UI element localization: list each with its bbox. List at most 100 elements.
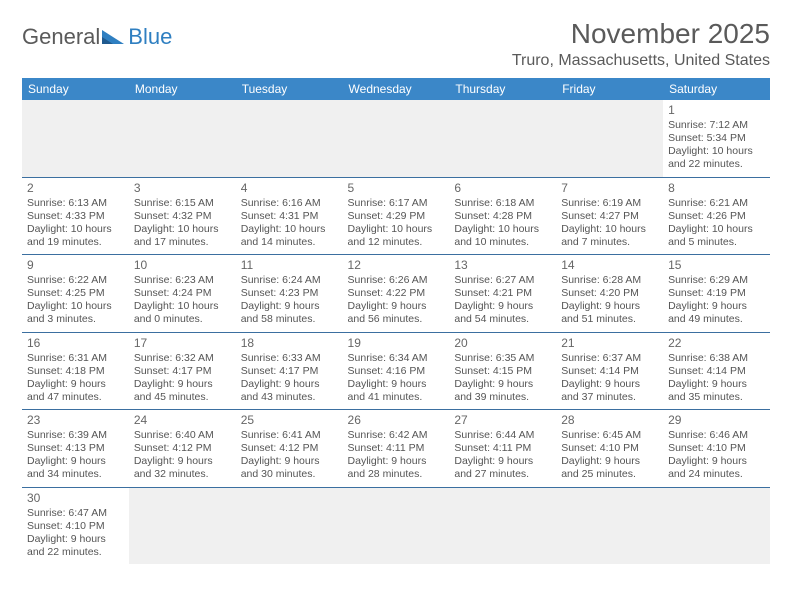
calendar-cell: 7Sunrise: 6:19 AMSunset: 4:27 PMDaylight… bbox=[556, 177, 663, 255]
calendar-cell: 22Sunrise: 6:38 AMSunset: 4:14 PMDayligh… bbox=[663, 332, 770, 410]
sunset-text: Sunset: 4:10 PM bbox=[668, 442, 765, 455]
sunset-text: Sunset: 4:25 PM bbox=[27, 287, 124, 300]
page-title: November 2025 bbox=[512, 18, 770, 50]
col-thursday: Thursday bbox=[449, 78, 556, 100]
day-number: 7 bbox=[561, 181, 658, 196]
calendar-cell bbox=[556, 100, 663, 177]
daylight-text: Daylight: 9 hours and 43 minutes. bbox=[241, 378, 338, 404]
sunset-text: Sunset: 4:21 PM bbox=[454, 287, 551, 300]
day-number: 3 bbox=[134, 181, 231, 196]
sunrise-text: Sunrise: 6:39 AM bbox=[27, 429, 124, 442]
daylight-text: Daylight: 9 hours and 49 minutes. bbox=[668, 300, 765, 326]
sunrise-text: Sunrise: 6:34 AM bbox=[348, 352, 445, 365]
calendar-cell: 17Sunrise: 6:32 AMSunset: 4:17 PMDayligh… bbox=[129, 332, 236, 410]
daylight-text: Daylight: 9 hours and 39 minutes. bbox=[454, 378, 551, 404]
sunrise-text: Sunrise: 6:16 AM bbox=[241, 197, 338, 210]
sunset-text: Sunset: 4:19 PM bbox=[668, 287, 765, 300]
sunset-text: Sunset: 4:16 PM bbox=[348, 365, 445, 378]
daylight-text: Daylight: 9 hours and 30 minutes. bbox=[241, 455, 338, 481]
calendar-cell bbox=[663, 487, 770, 564]
calendar-cell: 21Sunrise: 6:37 AMSunset: 4:14 PMDayligh… bbox=[556, 332, 663, 410]
calendar-cell: 27Sunrise: 6:44 AMSunset: 4:11 PMDayligh… bbox=[449, 410, 556, 488]
calendar-cell bbox=[129, 100, 236, 177]
sunrise-text: Sunrise: 6:32 AM bbox=[134, 352, 231, 365]
daylight-text: Daylight: 9 hours and 47 minutes. bbox=[27, 378, 124, 404]
daylight-text: Daylight: 10 hours and 7 minutes. bbox=[561, 223, 658, 249]
daylight-text: Daylight: 9 hours and 32 minutes. bbox=[134, 455, 231, 481]
sunset-text: Sunset: 4:14 PM bbox=[561, 365, 658, 378]
day-number: 19 bbox=[348, 336, 445, 351]
sunset-text: Sunset: 4:22 PM bbox=[348, 287, 445, 300]
daylight-text: Daylight: 10 hours and 12 minutes. bbox=[348, 223, 445, 249]
logo-flag-icon bbox=[102, 28, 126, 46]
sunset-text: Sunset: 5:34 PM bbox=[668, 132, 765, 145]
col-sunday: Sunday bbox=[22, 78, 129, 100]
calendar-cell: 13Sunrise: 6:27 AMSunset: 4:21 PMDayligh… bbox=[449, 255, 556, 333]
sunrise-text: Sunrise: 6:18 AM bbox=[454, 197, 551, 210]
day-number: 2 bbox=[27, 181, 124, 196]
calendar-cell: 10Sunrise: 6:23 AMSunset: 4:24 PMDayligh… bbox=[129, 255, 236, 333]
sunset-text: Sunset: 4:24 PM bbox=[134, 287, 231, 300]
calendar-cell: 15Sunrise: 6:29 AMSunset: 4:19 PMDayligh… bbox=[663, 255, 770, 333]
day-number: 12 bbox=[348, 258, 445, 273]
calendar-week-row: 23Sunrise: 6:39 AMSunset: 4:13 PMDayligh… bbox=[22, 410, 770, 488]
sunrise-text: Sunrise: 6:28 AM bbox=[561, 274, 658, 287]
sunset-text: Sunset: 4:31 PM bbox=[241, 210, 338, 223]
sunrise-text: Sunrise: 6:31 AM bbox=[27, 352, 124, 365]
title-block: November 2025 Truro, Massachusetts, Unit… bbox=[512, 18, 770, 70]
sunrise-text: Sunrise: 6:47 AM bbox=[27, 507, 124, 520]
daylight-text: Daylight: 9 hours and 45 minutes. bbox=[134, 378, 231, 404]
header: General Blue November 2025 Truro, Massac… bbox=[22, 18, 770, 70]
calendar-week-row: 9Sunrise: 6:22 AMSunset: 4:25 PMDaylight… bbox=[22, 255, 770, 333]
sunrise-text: Sunrise: 6:17 AM bbox=[348, 197, 445, 210]
sunrise-text: Sunrise: 6:22 AM bbox=[27, 274, 124, 287]
sunset-text: Sunset: 4:29 PM bbox=[348, 210, 445, 223]
day-number: 29 bbox=[668, 413, 765, 428]
sunrise-text: Sunrise: 6:23 AM bbox=[134, 274, 231, 287]
calendar-cell: 2Sunrise: 6:13 AMSunset: 4:33 PMDaylight… bbox=[22, 177, 129, 255]
calendar-cell bbox=[22, 100, 129, 177]
daylight-text: Daylight: 9 hours and 24 minutes. bbox=[668, 455, 765, 481]
day-number: 28 bbox=[561, 413, 658, 428]
daylight-text: Daylight: 9 hours and 51 minutes. bbox=[561, 300, 658, 326]
sunset-text: Sunset: 4:27 PM bbox=[561, 210, 658, 223]
calendar-cell bbox=[236, 100, 343, 177]
sunrise-text: Sunrise: 6:33 AM bbox=[241, 352, 338, 365]
daylight-text: Daylight: 10 hours and 0 minutes. bbox=[134, 300, 231, 326]
daylight-text: Daylight: 10 hours and 10 minutes. bbox=[454, 223, 551, 249]
calendar-cell: 6Sunrise: 6:18 AMSunset: 4:28 PMDaylight… bbox=[449, 177, 556, 255]
day-number: 16 bbox=[27, 336, 124, 351]
calendar-cell bbox=[556, 487, 663, 564]
calendar-cell: 20Sunrise: 6:35 AMSunset: 4:15 PMDayligh… bbox=[449, 332, 556, 410]
calendar-week-row: 2Sunrise: 6:13 AMSunset: 4:33 PMDaylight… bbox=[22, 177, 770, 255]
daylight-text: Daylight: 9 hours and 58 minutes. bbox=[241, 300, 338, 326]
sunrise-text: Sunrise: 6:26 AM bbox=[348, 274, 445, 287]
sunset-text: Sunset: 4:18 PM bbox=[27, 365, 124, 378]
day-number: 8 bbox=[668, 181, 765, 196]
day-number: 15 bbox=[668, 258, 765, 273]
day-number: 1 bbox=[668, 103, 765, 118]
calendar-cell: 24Sunrise: 6:40 AMSunset: 4:12 PMDayligh… bbox=[129, 410, 236, 488]
col-friday: Friday bbox=[556, 78, 663, 100]
sunset-text: Sunset: 4:10 PM bbox=[561, 442, 658, 455]
calendar-cell: 14Sunrise: 6:28 AMSunset: 4:20 PMDayligh… bbox=[556, 255, 663, 333]
sunrise-text: Sunrise: 6:24 AM bbox=[241, 274, 338, 287]
day-number: 17 bbox=[134, 336, 231, 351]
sunset-text: Sunset: 4:33 PM bbox=[27, 210, 124, 223]
daylight-text: Daylight: 9 hours and 35 minutes. bbox=[668, 378, 765, 404]
daylight-text: Daylight: 10 hours and 19 minutes. bbox=[27, 223, 124, 249]
sunrise-text: Sunrise: 6:15 AM bbox=[134, 197, 231, 210]
calendar-header-row: Sunday Monday Tuesday Wednesday Thursday… bbox=[22, 78, 770, 100]
sunrise-text: Sunrise: 6:45 AM bbox=[561, 429, 658, 442]
day-number: 27 bbox=[454, 413, 551, 428]
day-number: 18 bbox=[241, 336, 338, 351]
col-wednesday: Wednesday bbox=[343, 78, 450, 100]
daylight-text: Daylight: 9 hours and 28 minutes. bbox=[348, 455, 445, 481]
day-number: 4 bbox=[241, 181, 338, 196]
col-tuesday: Tuesday bbox=[236, 78, 343, 100]
calendar-cell bbox=[449, 100, 556, 177]
sunset-text: Sunset: 4:12 PM bbox=[134, 442, 231, 455]
calendar-cell: 26Sunrise: 6:42 AMSunset: 4:11 PMDayligh… bbox=[343, 410, 450, 488]
sunset-text: Sunset: 4:26 PM bbox=[668, 210, 765, 223]
sunrise-text: Sunrise: 6:35 AM bbox=[454, 352, 551, 365]
